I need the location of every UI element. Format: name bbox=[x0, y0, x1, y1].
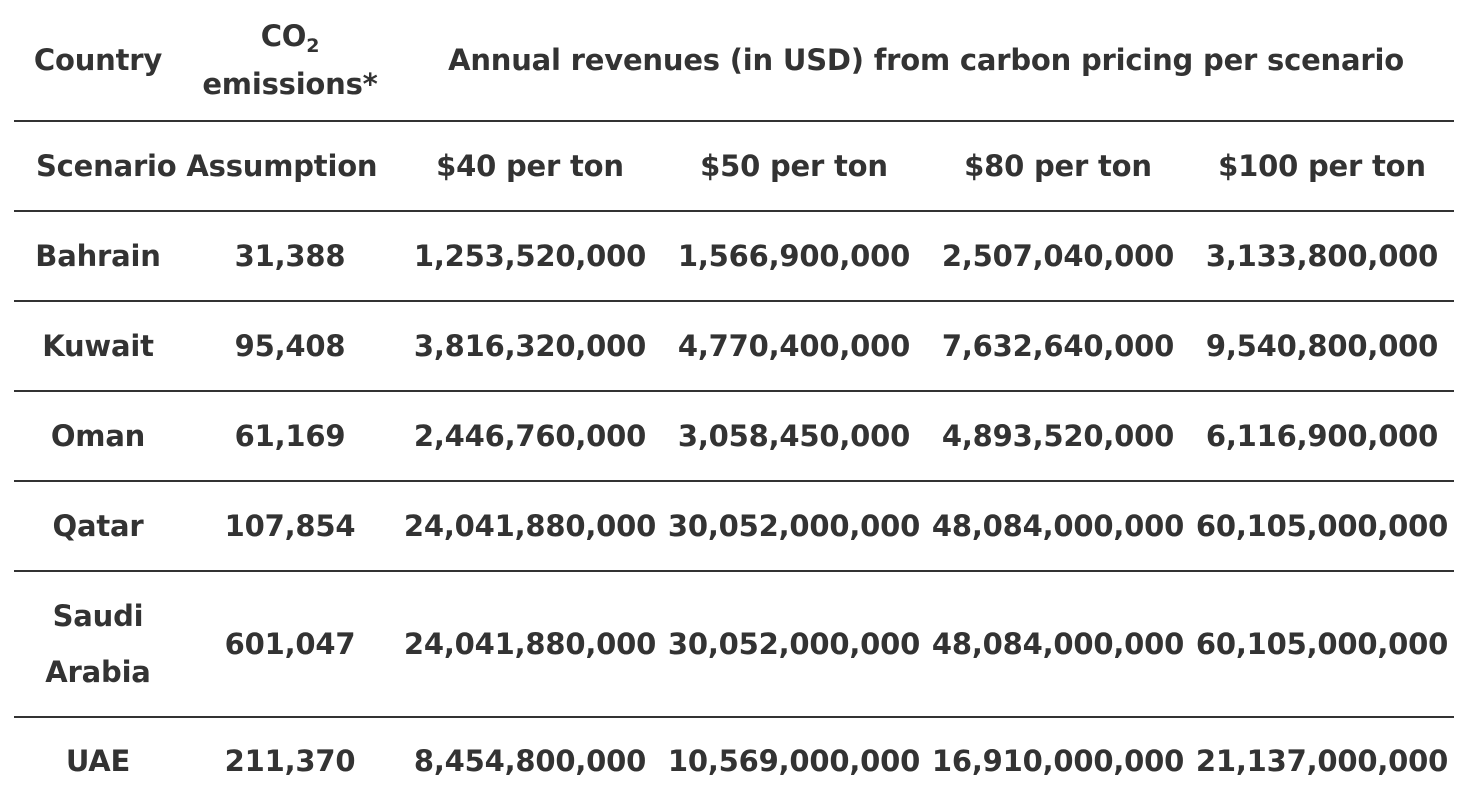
revenue-100-cell: 6,116,900,000 bbox=[1205, 419, 1439, 453]
revenue-50-cell: 1,566,900,000 bbox=[677, 239, 911, 273]
revenue-100-cell: 21,137,000,000 bbox=[1195, 744, 1449, 778]
country-cell: Saudi Arabia bbox=[45, 599, 151, 689]
header-emissions: CO2 emissions* bbox=[182, 0, 398, 121]
table-row: Kuwait 95,408 3,816,320,000 4,770,400,00… bbox=[14, 301, 1455, 391]
country-cell: Bahrain bbox=[35, 239, 161, 273]
header-emissions-label: emissions* bbox=[202, 67, 378, 101]
revenue-80-cell: 2,507,040,000 bbox=[941, 239, 1175, 273]
revenue-50-cell: 10,569,000,000 bbox=[667, 744, 921, 778]
emissions-cell: 61,169 bbox=[234, 419, 346, 453]
revenue-100-cell: 60,105,000,000 bbox=[1195, 627, 1449, 661]
emissions-cell: 211,370 bbox=[224, 744, 356, 778]
scenario-price-100: $100 per ton bbox=[1218, 149, 1426, 183]
table-row: Oman 61,169 2,446,760,000 3,058,450,000 … bbox=[14, 391, 1455, 481]
revenue-40-cell: 8,454,800,000 bbox=[413, 744, 647, 778]
revenue-40-cell: 2,446,760,000 bbox=[413, 419, 647, 453]
header-row: Country CO2 emissions* Annual revenues (… bbox=[14, 0, 1455, 121]
header-revenues-title: Annual revenues (in USD) from carbon pri… bbox=[448, 43, 1404, 77]
revenue-80-cell: 48,084,000,000 bbox=[931, 509, 1185, 543]
revenue-40-cell: 1,253,520,000 bbox=[413, 239, 647, 273]
emissions-cell: 601,047 bbox=[224, 627, 356, 661]
revenue-40-cell: 24,041,880,000 bbox=[403, 627, 657, 661]
revenue-50-cell: 3,058,450,000 bbox=[677, 419, 911, 453]
revenue-50-cell: 30,052,000,000 bbox=[667, 627, 921, 661]
scenario-label: Scenario Assumption bbox=[36, 149, 378, 183]
scenario-price-80: $80 per ton bbox=[964, 149, 1152, 183]
revenue-80-cell: 4,893,520,000 bbox=[941, 419, 1175, 453]
table-row: Saudi Arabia 601,047 24,041,880,000 30,0… bbox=[14, 571, 1455, 717]
revenue-50-cell: 4,770,400,000 bbox=[677, 329, 911, 363]
scenario-price-40: $40 per ton bbox=[436, 149, 624, 183]
table-row: UAE 211,370 8,454,800,000 10,569,000,000… bbox=[14, 717, 1454, 804]
revenue-80-cell: 7,632,640,000 bbox=[941, 329, 1175, 363]
carbon-revenue-table: Country CO2 emissions* Annual revenues (… bbox=[14, 0, 1455, 804]
country-cell: Oman bbox=[50, 419, 146, 453]
revenue-80-cell: 48,084,000,000 bbox=[931, 627, 1185, 661]
revenue-100-cell: 60,105,000,000 bbox=[1195, 509, 1449, 543]
revenue-50-cell: 30,052,000,000 bbox=[667, 509, 921, 543]
table-row: Bahrain 31,388 1,253,520,000 1,566,900,0… bbox=[14, 211, 1455, 301]
revenue-100-cell: 9,540,800,000 bbox=[1205, 329, 1439, 363]
header-co2: CO2 bbox=[260, 19, 320, 57]
country-cell: Kuwait bbox=[42, 329, 154, 363]
revenue-80-cell: 16,910,000,000 bbox=[931, 744, 1185, 778]
revenue-40-cell: 24,041,880,000 bbox=[403, 509, 657, 543]
emissions-cell: 95,408 bbox=[234, 329, 346, 363]
revenue-40-cell: 3,816,320,000 bbox=[413, 329, 647, 363]
revenue-100-cell: 3,133,800,000 bbox=[1205, 239, 1439, 273]
table-row: Qatar 107,854 24,041,880,000 30,052,000,… bbox=[14, 481, 1455, 571]
scenario-price-50: $50 per ton bbox=[700, 149, 888, 183]
emissions-cell: 31,388 bbox=[234, 239, 346, 273]
country-cell: Qatar bbox=[52, 509, 144, 543]
header-country: Country bbox=[33, 43, 163, 77]
country-cell: UAE bbox=[65, 744, 131, 778]
scenario-row: Scenario Assumption $40 per ton $50 per … bbox=[14, 121, 1455, 211]
emissions-cell: 107,854 bbox=[224, 509, 356, 543]
